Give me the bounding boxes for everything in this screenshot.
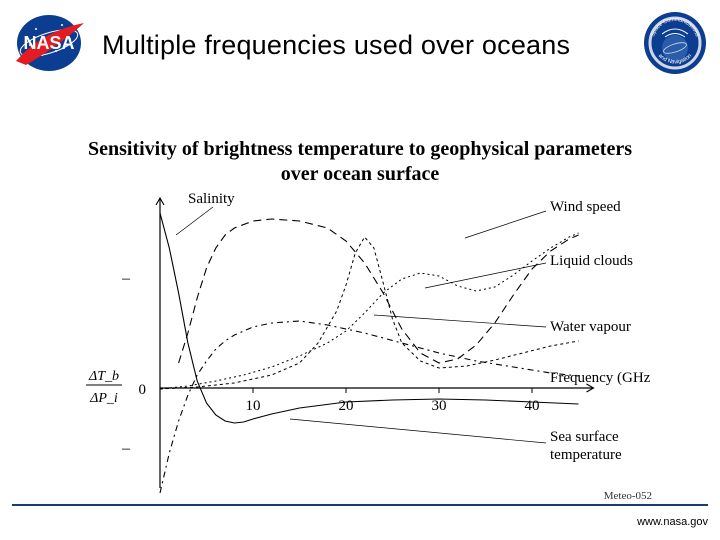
page-title: Multiple frequencies used over oceans bbox=[102, 30, 642, 61]
subtitle-line1: Sensitivity of brightness temperature to… bbox=[88, 138, 632, 160]
figure-credit: Meteo-052 bbox=[604, 490, 652, 502]
svg-text:–: – bbox=[121, 440, 131, 457]
nasa-logo: NASA bbox=[12, 11, 90, 80]
svg-text:temperature: temperature bbox=[550, 447, 622, 463]
svg-text:Wind speed: Wind speed bbox=[550, 199, 621, 215]
footer-divider bbox=[12, 504, 708, 506]
svg-text:Liquid clouds: Liquid clouds bbox=[550, 253, 633, 269]
svg-text:0: 0 bbox=[139, 382, 147, 398]
svg-text:30: 30 bbox=[432, 398, 447, 414]
svg-text:40: 40 bbox=[525, 398, 540, 414]
svg-text:ΔT_b: ΔT_b bbox=[88, 369, 119, 384]
subtitle-line2: over ocean surface bbox=[281, 163, 439, 185]
svg-text:10: 10 bbox=[246, 398, 261, 414]
svg-text:Water vapour: Water vapour bbox=[550, 319, 631, 335]
sensitivity-chart: 10 20 30 40 Frequency (GHz) 0 – – ΔT_b ΔP_i Salini… bbox=[70, 193, 650, 493]
scn-logo: Space Communications and Navigation bbox=[642, 10, 708, 81]
svg-text:NASA: NASA bbox=[23, 33, 74, 53]
svg-text:–: – bbox=[121, 270, 131, 287]
svg-text:ΔP_i: ΔP_i bbox=[89, 391, 118, 406]
svg-text:Salinity: Salinity bbox=[188, 193, 235, 207]
svg-text:Frequency (GHz): Frequency (GHz) bbox=[550, 370, 650, 386]
svg-text:Sea surface: Sea surface bbox=[550, 429, 619, 445]
chart-subtitle: Sensitivity of brightness temperature to… bbox=[40, 137, 680, 187]
footer-url: www.nasa.gov bbox=[637, 516, 708, 528]
svg-text:20: 20 bbox=[339, 398, 354, 414]
